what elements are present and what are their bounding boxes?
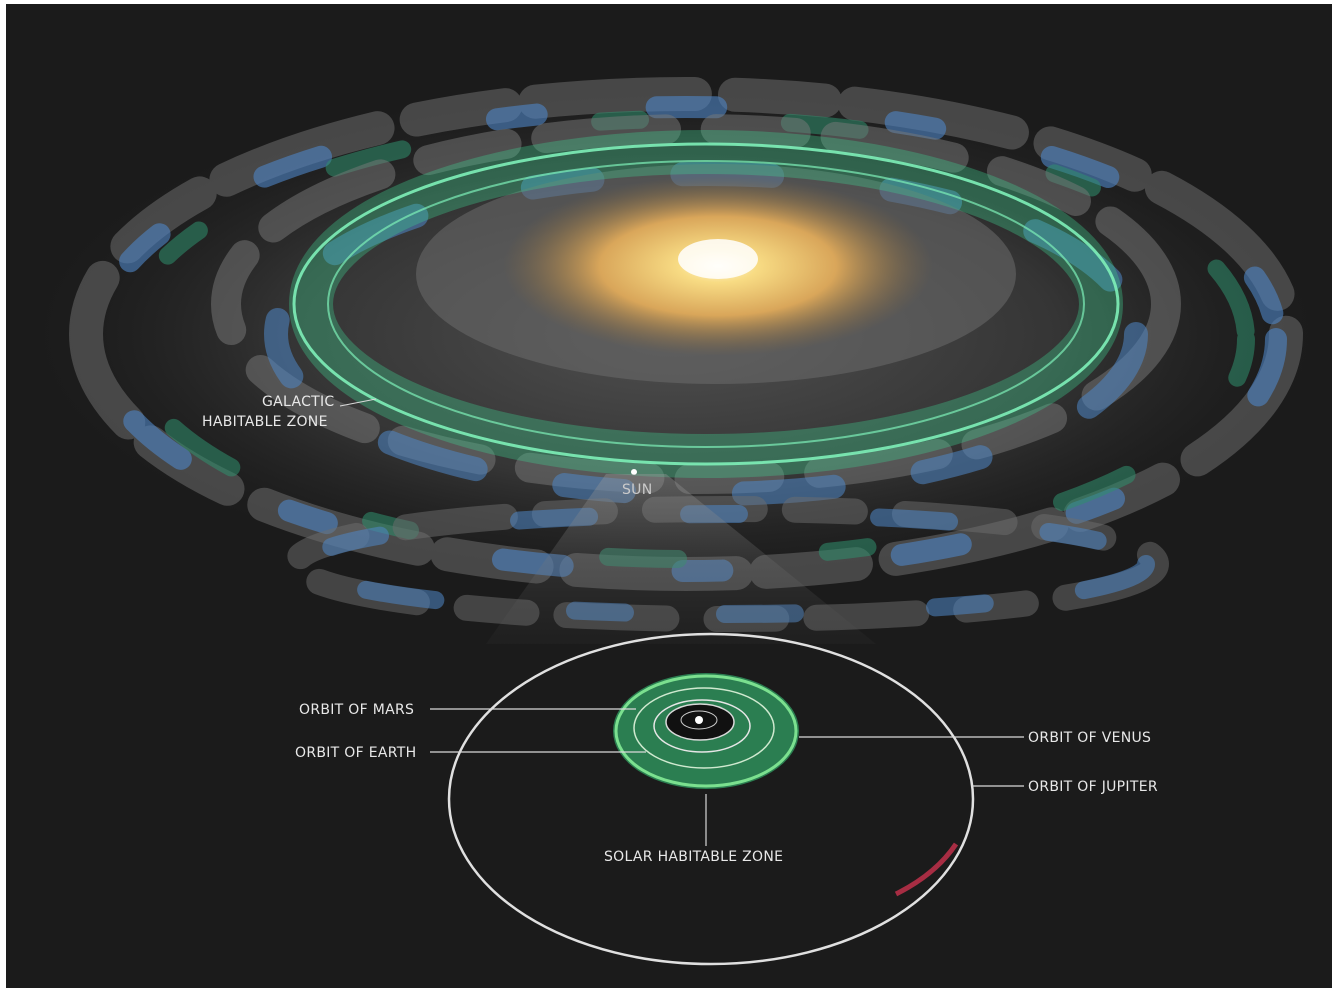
galactic-core-glow	[678, 239, 758, 279]
orbit-mars-label: ORBIT OF MARS	[299, 702, 414, 718]
mars-orbit	[633, 687, 775, 769]
jupiter-orbit-marker	[894, 842, 959, 897]
sun-icon	[695, 716, 703, 724]
solar-zone-label: SOLAR HABITABLE ZONE	[604, 849, 783, 865]
galactic-zone-label-line1: GALACTIC	[262, 394, 335, 410]
diagram-frame: SUN GALACTIC HABITABLE ZONE ORBIT OF MAR…	[6, 4, 1332, 988]
solar-system-inset	[613, 673, 799, 789]
sun-marker	[631, 469, 637, 475]
zoom-cone	[486, 474, 876, 644]
orbit-venus-label: ORBIT OF VENUS	[1028, 730, 1151, 746]
spiral-arm-mid	[211, 114, 1181, 494]
solar-leaders	[430, 708, 1024, 846]
earth-orbit	[653, 699, 751, 753]
habitable-zone-diagram: SUN GALACTIC HABITABLE ZONE ORBIT OF MAR…	[36, 77, 1316, 966]
orbit-earth-label: ORBIT OF EARTH	[295, 745, 416, 761]
galactic-zone-leader	[339, 398, 377, 407]
galactic-habitable-zone	[289, 130, 1123, 478]
galactic-zone-label-line2: HABITABLE ZONE	[202, 414, 328, 430]
jupiter-orbit	[447, 632, 975, 966]
orbit-jupiter-label: ORBIT OF JUPITER	[1028, 779, 1158, 795]
